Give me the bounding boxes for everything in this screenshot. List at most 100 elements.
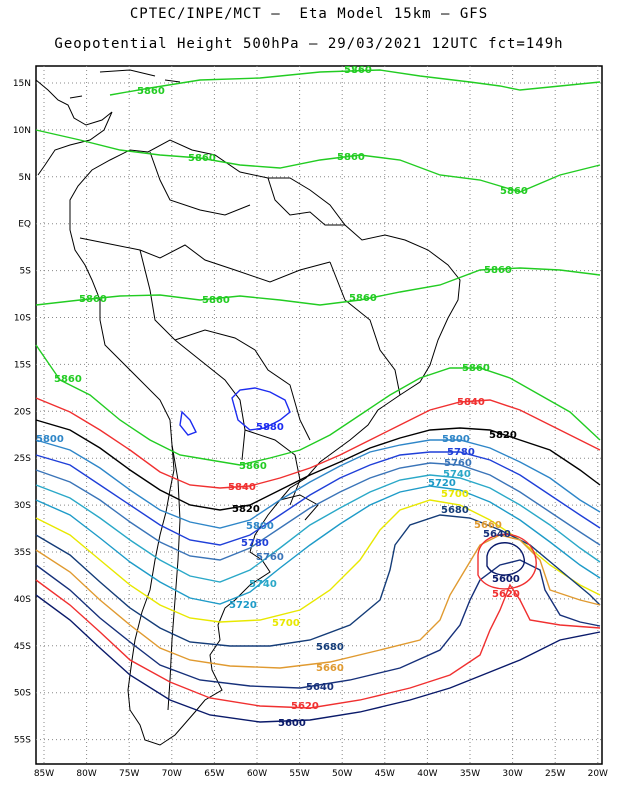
label-5600-b: 5600 xyxy=(278,718,306,729)
label-5620-b: 5620 xyxy=(291,701,319,712)
label-5700-a: 5700 xyxy=(441,489,469,500)
lon-tick-label: 20W xyxy=(588,769,608,779)
border-peru-brazil xyxy=(139,249,246,461)
lon-tick-label: 30W xyxy=(502,769,522,779)
contour-5880 xyxy=(179,387,291,436)
contour-5860-south xyxy=(35,344,601,466)
contour-5820 xyxy=(35,419,601,511)
label-5860-n4: 5860 xyxy=(337,152,365,163)
border-paraguay xyxy=(244,429,301,506)
border-colombia-venezuela xyxy=(149,151,251,216)
map-title: CPTEC/INPE/MCT – Eta Model 15km – GFS xyxy=(129,6,489,22)
border-amazon xyxy=(79,237,331,283)
label-5660-a: 5660 xyxy=(474,520,502,531)
contour-5660 xyxy=(35,534,601,669)
label-5720-b: 5720 xyxy=(229,600,257,611)
contour-5860-mid xyxy=(35,267,601,306)
lat-tick-label: 25S xyxy=(14,454,31,464)
label-5780-a: 5780 xyxy=(447,447,475,458)
label-5840-b: 5840 xyxy=(228,482,256,493)
lon-tick-label: 25W xyxy=(545,769,565,779)
border-guianas xyxy=(267,177,345,226)
label-5820-b: 5820 xyxy=(232,504,260,515)
lon-tick-label: 70W xyxy=(162,769,182,779)
label-5860-m4: 5860 xyxy=(349,293,377,304)
label-5820: 5820 xyxy=(489,430,517,441)
contour-5760 xyxy=(35,462,601,561)
contour-5840 xyxy=(35,397,601,489)
lat-tick-label: 15S xyxy=(14,360,31,370)
contour-labels: 5860 5860 5860 5860 5860 5860 5860 5860 … xyxy=(36,65,528,729)
lon-tick-label: 50W xyxy=(332,769,352,779)
lat-tick-label: 10N xyxy=(13,126,31,136)
lon-tick-label: 35W xyxy=(460,769,480,779)
label-5860-s3: 5860 xyxy=(239,461,267,472)
label-5740-a: 5740 xyxy=(443,469,471,480)
label-5860-n3: 5860 xyxy=(188,153,216,164)
border-uruguay xyxy=(279,494,319,521)
label-5640-b: 5640 xyxy=(306,682,334,693)
label-5660-b: 5660 xyxy=(316,663,344,674)
label-5600-low: 5600 xyxy=(492,574,520,585)
contour-5860-north-b xyxy=(35,129,601,193)
map-subtitle: Geopotential Height 500hPa – 29/03/2021 … xyxy=(54,36,564,52)
label-5880: 5880 xyxy=(256,422,284,433)
map-frame xyxy=(35,65,603,765)
label-5760-a: 5760 xyxy=(444,458,472,469)
lat-tick-label: 5S xyxy=(20,267,32,277)
lon-tick-label: 75W xyxy=(119,769,139,779)
label-5680-b: 5680 xyxy=(316,642,344,653)
label-5860-s2: 5860 xyxy=(462,363,490,374)
label-5720-a: 5720 xyxy=(428,478,456,489)
label-5760-b: 5760 xyxy=(256,552,284,563)
lat-tick-label: 30S xyxy=(14,501,31,511)
lon-tick-label: 80W xyxy=(76,769,96,779)
label-5780-b: 5780 xyxy=(241,538,269,549)
label-5800-c: 5800 xyxy=(246,521,274,532)
central-america-coast xyxy=(35,79,113,176)
lon-tick-label: 40W xyxy=(417,769,437,779)
contour-5720 xyxy=(35,485,601,605)
label-5860-m3: 5860 xyxy=(202,295,230,306)
contour-5620 xyxy=(35,579,601,709)
axis-labels: 85W 80W 75W 70W 65W 60W 55W 50W 45W 40W 35W 30W 25W 2… xyxy=(13,79,608,779)
label-5800-a: 5800 xyxy=(36,434,64,445)
lon-tick-label: 60W xyxy=(247,769,267,779)
label-5860-n5: 5860 xyxy=(500,186,528,197)
coastlines xyxy=(35,69,461,746)
lat-tick-label: 10S xyxy=(14,314,31,324)
label-5700-b: 5700 xyxy=(272,618,300,629)
label-5860-m2: 5860 xyxy=(79,294,107,305)
contour-5700 xyxy=(35,499,601,623)
graticule xyxy=(36,66,602,764)
lon-tick-label: 55W xyxy=(289,769,309,779)
caribbean-islands xyxy=(69,69,181,99)
label-5620-a: 5620 xyxy=(492,589,520,600)
lat-tick-label: EQ xyxy=(18,220,31,230)
lat-tick-label: 55S xyxy=(14,736,31,746)
label-5860-n2: 5860 xyxy=(344,65,372,76)
contour-5620-low xyxy=(477,533,537,590)
south-america-coast xyxy=(69,139,461,746)
label-5800-b: 5800 xyxy=(442,434,470,445)
contour-5780 xyxy=(35,451,601,546)
lon-tick-label: 85W xyxy=(34,769,54,779)
label-5680-a: 5680 xyxy=(441,505,469,516)
contour-5600 xyxy=(35,594,601,723)
lon-tick-label: 65W xyxy=(204,769,224,779)
lat-tick-label: 40S xyxy=(14,595,31,605)
label-5860-m1: 5860 xyxy=(484,265,512,276)
lat-tick-label: 15N xyxy=(13,79,31,89)
label-5740-b: 5740 xyxy=(249,579,277,590)
contour-5860-north-a xyxy=(109,69,601,96)
lon-tick-label: 45W xyxy=(375,769,395,779)
lat-tick-label: 5N xyxy=(19,173,31,183)
label-5840-a: 5840 xyxy=(457,397,485,408)
contour-lines xyxy=(35,69,601,723)
label-5860-s1: 5860 xyxy=(54,374,82,385)
lat-tick-label: 45S xyxy=(14,642,31,652)
contour-5800 xyxy=(35,439,601,529)
contour-5640 xyxy=(35,559,601,689)
border-bolivia xyxy=(174,329,311,441)
